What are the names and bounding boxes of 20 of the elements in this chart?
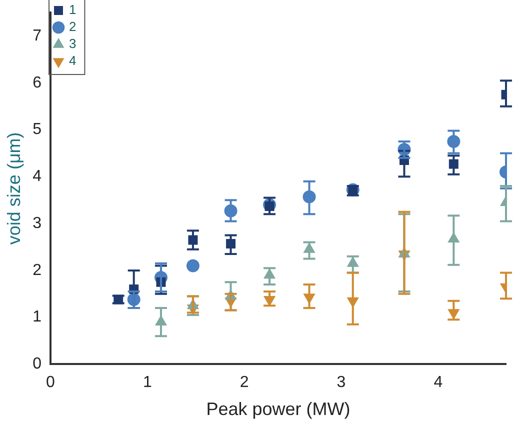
- y-tick-label: 2: [32, 262, 42, 279]
- x-tick-label: 4: [434, 374, 443, 392]
- x-tick-label: 3: [336, 374, 346, 392]
- legend-label: 2: [69, 19, 76, 34]
- point: [186, 259, 200, 272]
- x-tick-label: 0: [46, 374, 56, 392]
- y-tick-label: 1: [32, 308, 42, 326]
- y-tick-label: 7: [32, 27, 42, 44]
- y-tick-label: 6: [32, 74, 42, 92]
- y-tick-label: 5: [32, 121, 42, 138]
- y-axis-title: void size (μm): [4, 132, 24, 245]
- legend-label: 4: [69, 53, 76, 68]
- y-tick-label: 3: [32, 214, 42, 232]
- x-axis-title: Peak power (MW): [206, 399, 350, 420]
- y-tick-label: 4: [32, 168, 42, 186]
- x-tick-label: 1: [142, 374, 152, 392]
- x-tick-label: 2: [240, 374, 249, 392]
- y-tick-label: 0: [32, 356, 42, 373]
- legend-label: 1: [69, 2, 76, 18]
- legend-label: 3: [69, 36, 76, 52]
